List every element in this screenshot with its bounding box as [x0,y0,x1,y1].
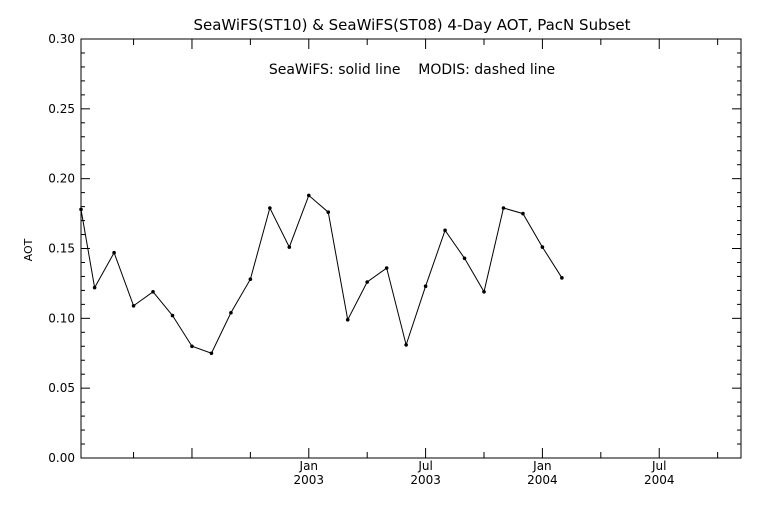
data-point [404,343,408,347]
data-point [209,351,214,356]
x-tick-year-label: 2003 [410,473,441,487]
y-tick-label: 0.10 [48,311,75,325]
y-tick-label: 0.00 [48,451,75,465]
y-tick-label: 0.05 [48,381,75,395]
data-point [287,245,292,249]
x-tick-month-label: Jul [417,459,432,473]
plot-frame [80,38,742,459]
x-tick-year-label: 2003 [294,473,325,487]
data-point [540,245,545,249]
y-tick-label: 0.30 [48,32,75,46]
data-point [345,317,350,322]
data-point [190,344,194,349]
data-point [384,266,389,270]
data-point [112,250,116,255]
data-point [151,289,155,294]
chart-title: SeaWiFS(ST10) & SeaWiFS(ST08) 4-Day AOT,… [193,16,630,34]
data-point [482,289,486,294]
x-tick-month-label: Jul [651,459,666,473]
data-point [306,193,311,198]
data-point [521,211,525,216]
x-tick-month-label: Jan [299,459,319,473]
y-tick-label: 0.20 [48,172,75,186]
data-point [560,276,564,280]
chart-annotation: SeaWiFS: solid line MODIS: dashed line [269,62,555,78]
x-tick-year-label: 2004 [527,473,558,487]
y-tick-label: 0.25 [48,102,75,116]
data-point [268,206,272,210]
data-point [79,207,83,212]
y-axis-label: AOT [22,238,35,261]
data-point [248,277,253,282]
data-point [229,310,233,315]
data-point [365,280,369,284]
data-point [170,313,175,318]
data-point [423,284,428,289]
data-point [131,303,136,308]
data-point [443,228,447,233]
y-axis: 0.00 0.05 0.10 0.15 0.20 0.25 0.30 [48,32,741,465]
data-point [501,206,506,210]
x-tick-year-label: 2004 [644,473,675,487]
data-point [92,285,97,290]
x-tick-month-label: Jan [532,459,552,473]
series-group [79,193,564,356]
data-point [326,210,331,214]
y-tick-label: 0.15 [48,242,75,256]
data-point [462,256,467,261]
series-line [80,194,563,354]
